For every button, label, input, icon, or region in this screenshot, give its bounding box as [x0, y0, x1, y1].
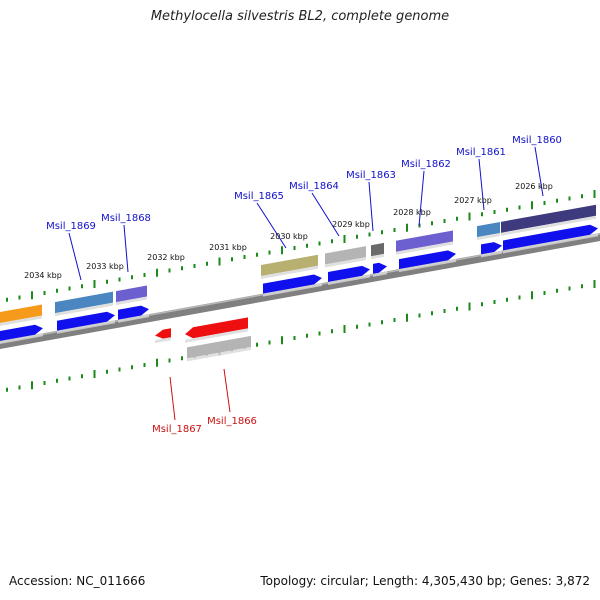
gene-label-msil-1865[interactable]: Msil_1865: [234, 191, 287, 249]
accession-text: Accession: NC_011666: [9, 574, 146, 588]
gene-msil-1862-cds[interactable]: [399, 250, 456, 273]
kbp-label: 2026 kbp: [515, 182, 553, 191]
gene-label-msil-1866[interactable]: Msil_1866: [207, 368, 257, 427]
svg-text:Msil_1865: Msil_1865: [234, 191, 284, 202]
kbp-label: 2031 kbp: [209, 243, 247, 252]
kbp-label: 2032 kbp: [147, 253, 185, 262]
gene-label-msil-1864[interactable]: Msil_1864: [289, 181, 340, 237]
gene-label-msil-1861[interactable]: Msil_1861: [456, 147, 506, 211]
gene-msil-1864-cds[interactable]: [328, 265, 370, 285]
gene-msil-1868-cog[interactable]: [116, 285, 147, 306]
kbp-labels: 2026 kbp 2027 kbp 2028 kbp 2029 kbp 2030 kbp…: [24, 182, 553, 280]
gene-msil-1866-cds[interactable]: [185, 317, 248, 343]
kbp-label: 2030 kbp: [270, 232, 308, 241]
gene-msil-1866-cog[interactable]: [187, 335, 251, 362]
kbp-label: 2034 kbp: [24, 271, 62, 280]
gene-msil-1863-cds[interactable]: [373, 262, 387, 277]
gene-msil-1861-cds[interactable]: [481, 242, 502, 258]
map-title: Methylocella silvestris BL2, complete ge…: [150, 9, 450, 24]
svg-text:Msil_1867: Msil_1867: [152, 424, 202, 435]
gene-msil-1862-cog[interactable]: [396, 230, 453, 255]
kbp-label: 2028 kbp: [393, 208, 431, 217]
gene-features: [0, 204, 598, 362]
svg-text:Msil_1869: Msil_1869: [46, 221, 96, 232]
svg-text:Msil_1862: Msil_1862: [401, 159, 451, 170]
gene-label-msil-1860[interactable]: Msil_1860: [512, 135, 562, 197]
gene-labels: Msil_1860 Msil_1861 Msil_1862 Msil_1863 Msil…: [46, 135, 562, 435]
kbp-label: 2033 kbp: [86, 262, 124, 271]
svg-text:Msil_1866: Msil_1866: [207, 416, 257, 427]
svg-text:Msil_1864: Msil_1864: [289, 181, 339, 192]
tick-tracks: [6, 189, 596, 392]
gene-msil-1868-cds[interactable]: [118, 305, 149, 323]
topology-text: Topology: circular; Length: 4,305,430 bp…: [260, 574, 590, 588]
kbp-label: 2029 kbp: [332, 220, 370, 229]
gene-msil-1867-cds[interactable]: [155, 328, 171, 344]
gene-orange-cds[interactable]: [0, 324, 43, 345]
gene-msil-1861-cog[interactable]: [477, 222, 500, 241]
gene-msil-1865-cds[interactable]: [263, 274, 322, 297]
kbp-label: 2027 kbp: [454, 196, 492, 205]
svg-text:Msil_1860: Msil_1860: [512, 135, 562, 146]
svg-text:Msil_1863: Msil_1863: [346, 170, 396, 181]
gene-msil-1865-cog[interactable]: [261, 254, 318, 280]
gene-orange-cog[interactable]: [0, 304, 42, 326]
gene-msil-1864-cog[interactable]: [325, 246, 366, 268]
gene-label-msil-1863[interactable]: Msil_1863: [346, 170, 396, 232]
svg-text:Msil_1861: Msil_1861: [456, 147, 506, 158]
gene-msil-1869-cds[interactable]: [57, 311, 115, 334]
gene-label-msil-1868[interactable]: Msil_1868: [101, 213, 151, 273]
gene-label-msil-1862[interactable]: Msil_1862: [401, 159, 451, 227]
gene-msil-1860-cog[interactable]: [501, 204, 596, 236]
gene-label-msil-1867[interactable]: Msil_1867: [152, 376, 202, 435]
gene-msil-1869-cog[interactable]: [55, 291, 113, 317]
svg-text:Msil_1868: Msil_1868: [101, 213, 151, 224]
gene-label-msil-1869[interactable]: Msil_1869: [46, 221, 96, 281]
gene-msil-1863-cog[interactable]: [371, 242, 384, 260]
gene-msil-1860-cds[interactable]: [503, 224, 598, 254]
